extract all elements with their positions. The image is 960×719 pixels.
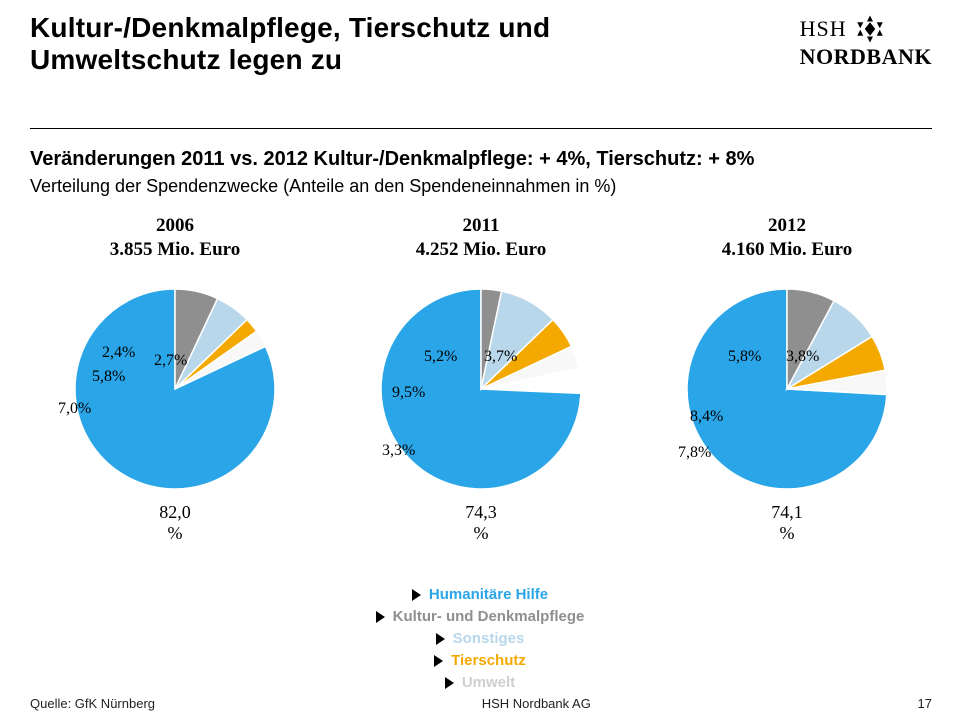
slice-label-sonstiges: 5,8% (92, 368, 125, 386)
legend-label: Humanitäre Hilfe (429, 586, 548, 603)
legend-item-kultur: Kultur- und Denkmalpflege (376, 608, 585, 625)
legend-item-humanitaere: Humanitäre Hilfe (412, 586, 548, 603)
footer-source: Quelle: GfK Nürnberg (30, 696, 155, 711)
brand-line1: HSH (800, 16, 847, 42)
slice-label-kultur: 3,3% (382, 442, 415, 460)
slice-label-sonstiges: 9,5% (392, 384, 425, 402)
brand-logo: HSH NORDBANK (800, 14, 932, 70)
legend-item-umwelt: Umwelt (445, 674, 515, 691)
pie-total-label: 82,0% (30, 502, 320, 544)
legend-item-tierschutz: Tierschutz (434, 652, 526, 669)
slice-label-tierschutz: 5,2% (424, 348, 457, 366)
divider (30, 128, 932, 129)
slice-label-tierschutz: 5,8% (728, 348, 761, 366)
triangle-icon (434, 655, 443, 667)
pie-chart (682, 284, 892, 494)
subtitle-bold: Veränderungen 2011 vs. 2012 Kultur-/Denk… (30, 148, 754, 171)
legend-item-sonstiges: Sonstiges (436, 630, 525, 647)
slice-label-sonstiges: 8,4% (690, 408, 723, 426)
chart-header: 20124.160 Mio. Euro (642, 214, 932, 262)
slice-label-umwelt: 3,8% (786, 348, 819, 366)
slice-label-umwelt: 2,7% (154, 352, 187, 370)
legend-label: Umwelt (462, 674, 515, 691)
pie-wrap: 7,8%8,4%5,8%3,8% (682, 284, 892, 494)
slice-label-kultur: 7,0% (58, 400, 91, 418)
slide-title: Kultur-/Denkmalpflege, Tierschutz und Um… (30, 12, 730, 76)
slice-label-umwelt: 3,7% (484, 348, 517, 366)
pie-chart (70, 284, 280, 494)
snowflake-icon (855, 14, 885, 44)
footer-page: 17 (918, 696, 932, 711)
pie-wrap: 3,3% 9,5% 5,2% 3,7% (376, 284, 586, 494)
chart-2012: 20124.160 Mio. Euro 7,8% 8,4% 5,8% 3,8% 74,1% (642, 214, 932, 574)
triangle-icon (445, 677, 454, 689)
slice-label-tierschutz: 2,4% (102, 344, 135, 362)
legend-label: Kultur- und Denkmalpflege (393, 608, 585, 625)
triangle-icon (412, 589, 421, 601)
triangle-icon (436, 633, 445, 645)
subtitle-note: Verteilung der Spendenzwecke (Anteile an… (30, 176, 616, 197)
slice-label-kultur: 7,8% (678, 444, 711, 462)
legend-label: Sonstiges (453, 630, 525, 647)
brand-line2: NORDBANK (800, 44, 932, 70)
pie-wrap: 7,0%5,8%2,4%2,7% (70, 284, 280, 494)
footer: Quelle: GfK Nürnberg HSH Nordbank AG 17 (30, 696, 932, 711)
chart-header: 20063.855 Mio. Euro (30, 214, 320, 262)
chart-header: 20114.252 Mio. Euro (336, 214, 626, 262)
pie-total-label: 74,3% (336, 502, 626, 544)
chart-2006: 20063.855 Mio. Euro 7,0%5,8% 2,4% 2,7% 82,0% (30, 214, 320, 574)
legend: Humanitäre Hilfe Kultur- und Denkmalpfleg… (0, 586, 960, 691)
triangle-icon (376, 611, 385, 623)
charts-row: 20063.855 Mio. Euro7,0%5,8%2,4%2,7%82,0%… (30, 214, 932, 574)
legend-label: Tierschutz (451, 652, 526, 669)
chart-2011: 20114.252 Mio. Euro 3,3% 9,5% 5,2% 3,7% 74,3% (336, 214, 626, 574)
pie-total-label: 74,1% (642, 502, 932, 544)
footer-company: HSH Nordbank AG (482, 696, 591, 711)
